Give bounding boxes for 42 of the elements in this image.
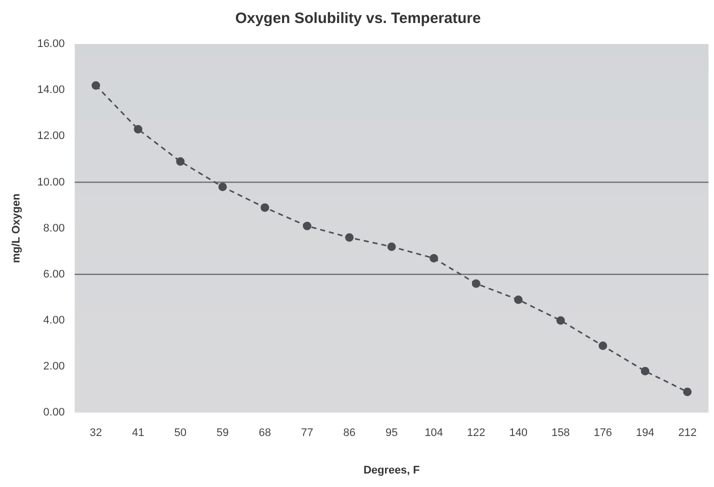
x-tick-label: 176	[594, 427, 612, 440]
x-tick-label: 158	[551, 427, 570, 440]
point	[260, 203, 270, 212]
y-tick-label: 8.00	[43, 222, 65, 234]
y-tick-label: 16.00	[37, 38, 65, 50]
point	[218, 182, 227, 192]
y-tick-label: 2.00	[43, 360, 65, 373]
x-tick-label: 122	[466, 427, 486, 440]
point	[302, 222, 312, 230]
x-tick-label: 104	[424, 427, 444, 440]
y-tick-label: 10.00	[37, 176, 65, 188]
point	[640, 366, 650, 376]
point	[683, 388, 692, 396]
x-axis-title: Degrees, F	[363, 464, 420, 476]
y-tick-label: 6.00	[43, 268, 65, 280]
x-tick-label: 41	[132, 427, 144, 440]
y-tick-label: 12.00	[37, 130, 65, 142]
point	[387, 242, 396, 251]
y-axis-title: mg/L Oxygen	[10, 193, 23, 264]
x-tick-label: 59	[216, 427, 229, 440]
y-tick-label: 4.00	[43, 314, 65, 326]
y-tick-label: 14.00	[37, 84, 65, 96]
chart-title: Oxygen Solubility vs. Temperature	[235, 10, 481, 28]
point	[345, 233, 354, 242]
y-tick-label: 0.00	[43, 406, 65, 419]
x-tick-label: 194	[636, 427, 654, 440]
x-tick-label: 140	[509, 427, 528, 440]
x-tick-label: 32	[90, 427, 102, 440]
point	[514, 295, 523, 304]
point	[472, 279, 480, 288]
point	[134, 124, 142, 134]
point	[556, 316, 565, 325]
point	[92, 81, 100, 90]
x-tick-label: 77	[300, 427, 314, 440]
point	[598, 342, 608, 350]
x-tick-label: 212	[678, 427, 697, 440]
x-tick-label: 68	[258, 427, 271, 440]
point	[176, 157, 185, 166]
x-tick-label: 86	[343, 427, 356, 440]
x-tick-label: 50	[174, 427, 186, 440]
point	[430, 254, 438, 262]
x-tick-label: 95	[385, 427, 398, 440]
